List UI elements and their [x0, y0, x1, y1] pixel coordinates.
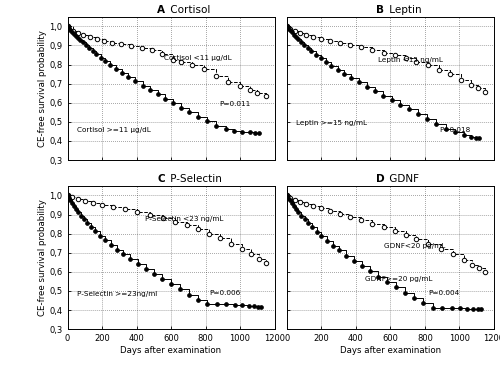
Text: P-Selectin <23 ng/mL: P-Selectin <23 ng/mL — [145, 217, 224, 222]
Text: P=0.018: P=0.018 — [439, 128, 470, 134]
Text: P-Selectin: P-Selectin — [167, 174, 222, 185]
Text: C: C — [157, 174, 165, 185]
X-axis label: Days after examination: Days after examination — [120, 346, 222, 355]
X-axis label: Days after examination: Days after examination — [340, 346, 441, 355]
Text: Cortisol >=11 μg/dL: Cortisol >=11 μg/dL — [77, 128, 150, 134]
Y-axis label: CE-free survival probability: CE-free survival probability — [38, 199, 46, 316]
Text: P=0.006: P=0.006 — [209, 290, 240, 296]
Text: Leptin <15 ng/mL: Leptin <15 ng/mL — [378, 57, 444, 63]
Text: Leptin >=15 ng/mL: Leptin >=15 ng/mL — [296, 120, 368, 126]
Text: Cortisol <11 μg/dL: Cortisol <11 μg/dL — [164, 55, 232, 61]
Text: P=0.004: P=0.004 — [428, 290, 460, 296]
Text: Cortisol: Cortisol — [167, 5, 210, 15]
Text: P=0.011: P=0.011 — [220, 101, 250, 107]
Text: GDNF: GDNF — [386, 174, 420, 185]
Text: GDNF>=20 pg/mL: GDNF>=20 pg/mL — [364, 276, 432, 282]
Text: A: A — [157, 5, 165, 15]
Text: B: B — [376, 5, 384, 15]
Text: GDNF<20 pg/mL: GDNF<20 pg/mL — [384, 243, 445, 249]
Text: D: D — [376, 174, 384, 185]
Text: Leptin: Leptin — [386, 5, 422, 15]
Y-axis label: CE-free survival probability: CE-free survival probability — [38, 30, 46, 147]
Text: P-Selectin >=23ng/ml: P-Selectin >=23ng/ml — [77, 291, 157, 297]
